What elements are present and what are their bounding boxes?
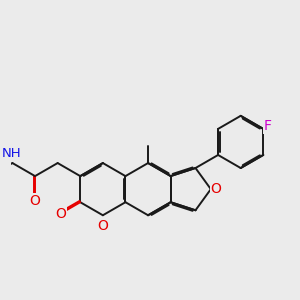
- Text: O: O: [98, 219, 108, 233]
- Text: F: F: [264, 119, 272, 133]
- Text: O: O: [211, 182, 221, 196]
- Text: NH: NH: [1, 147, 21, 161]
- Text: O: O: [30, 194, 40, 208]
- Text: O: O: [55, 207, 66, 221]
